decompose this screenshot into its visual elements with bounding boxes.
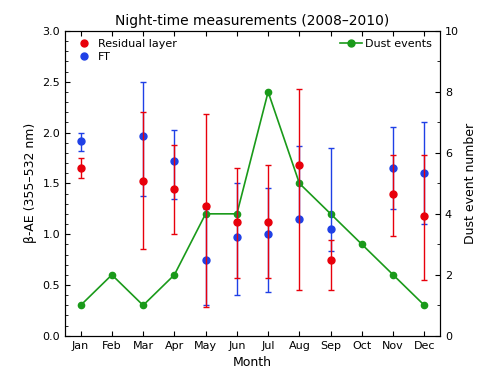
Y-axis label: Dust event number: Dust event number [464,123,477,244]
Title: Night-time measurements (2008–2010): Night-time measurements (2008–2010) [116,14,390,28]
X-axis label: Month: Month [233,356,272,369]
Legend: Dust events: Dust events [338,36,434,51]
Y-axis label: β-AE (355–532 nm): β-AE (355–532 nm) [24,123,37,244]
